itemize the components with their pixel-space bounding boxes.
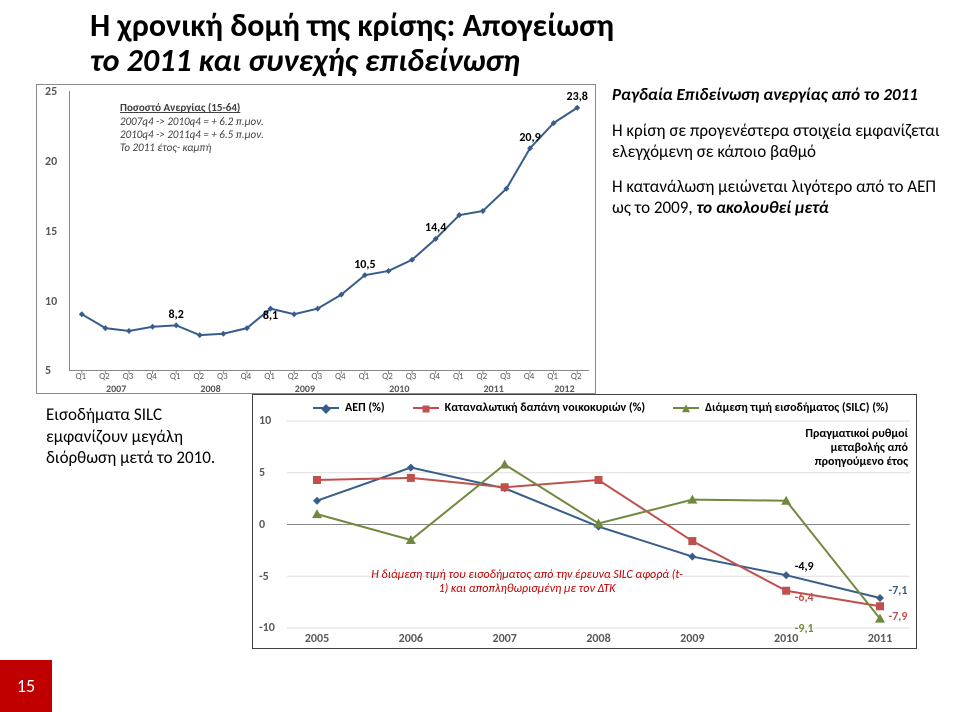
page-number: 15	[0, 660, 52, 712]
chart2-note: Η διάμεση τιμή του εισοδήματος από την έ…	[367, 568, 687, 596]
right-p2: Η κρίση σε προγενέστερα στοιχεία εμφανίζ…	[612, 120, 942, 163]
right-p3: Η κατανάλωση μειώνεται λιγότερο από το Α…	[612, 176, 942, 219]
chart2-note2: Πραγματικοί ρυθμοί μεταβολής από προηγού…	[778, 427, 908, 469]
title-line2: το 2011 και συνεχής επιδείνωση	[90, 41, 520, 80]
chart1-plot: Ποσοστό Ανεργίας (15-64) 2007q4 -> 2010q…	[69, 91, 589, 371]
right-commentary: Ραγδαία Επιδείνωση ανεργίας από το 2011 …	[612, 84, 942, 232]
right-p3b: το ακολουθεί μετά	[693, 197, 829, 218]
right-p1: Ραγδαία Επιδείνωση ανεργίας από το 2011	[612, 84, 942, 105]
right-p1b: ανεργίας από το 2011	[763, 84, 918, 105]
unemployment-chart: 510152025 Ποσοστό Ανεργίας (15-64) 2007q…	[36, 84, 596, 394]
chart1-xaxis: Q1Q2Q3Q4Q1Q2Q3Q4Q1Q2Q3Q4Q1Q2Q3Q4Q1Q2Q3Q4…	[69, 371, 589, 393]
chart2-plot: Η διάμεση τιμή του εισοδήματος από την έ…	[287, 421, 910, 628]
chart1-legend-box: Ποσοστό Ανεργίας (15-64) 2007q4 -> 2010q…	[120, 101, 264, 154]
title-line1: Η χρονική δομή της κρίσης: Απογείωση	[90, 6, 614, 45]
chart1-box-title: Ποσοστό Ανεργίας (15-64)	[120, 101, 264, 114]
chart1-box-l3: Το 2011 έτος- καμπή	[120, 141, 264, 154]
silc-p1: Εισοδήματα SILC εμφανίζουν μεγάλη διόρθω…	[46, 404, 246, 468]
silc-text: Εισοδήματα SILC εμφανίζουν μεγάλη διόρθω…	[46, 404, 246, 468]
chart2-legend: ΑΕΠ (%)Καταναλωτική δαπάνη νοικοκυριών (…	[313, 399, 912, 417]
chart1-box-l2: 2010q4 -> 2011q4 = + 6.5 π.μον.	[120, 128, 264, 141]
chart1-box-l1: 2007q4 -> 2010q4 = + 6.2 π.μον.	[120, 115, 264, 128]
page-title: Η χρονική δομή της κρίσης: Απογείωση το …	[0, 0, 960, 78]
page-number-value: 15	[17, 675, 35, 697]
growth-rates-chart: ΑΕΠ (%)Καταναλωτική δαπάνη νοικοκυριών (…	[252, 394, 917, 649]
chart1-yaxis: 510152025	[37, 85, 69, 371]
right-p1a: Ραγδαία Επιδείνωση	[612, 84, 759, 105]
